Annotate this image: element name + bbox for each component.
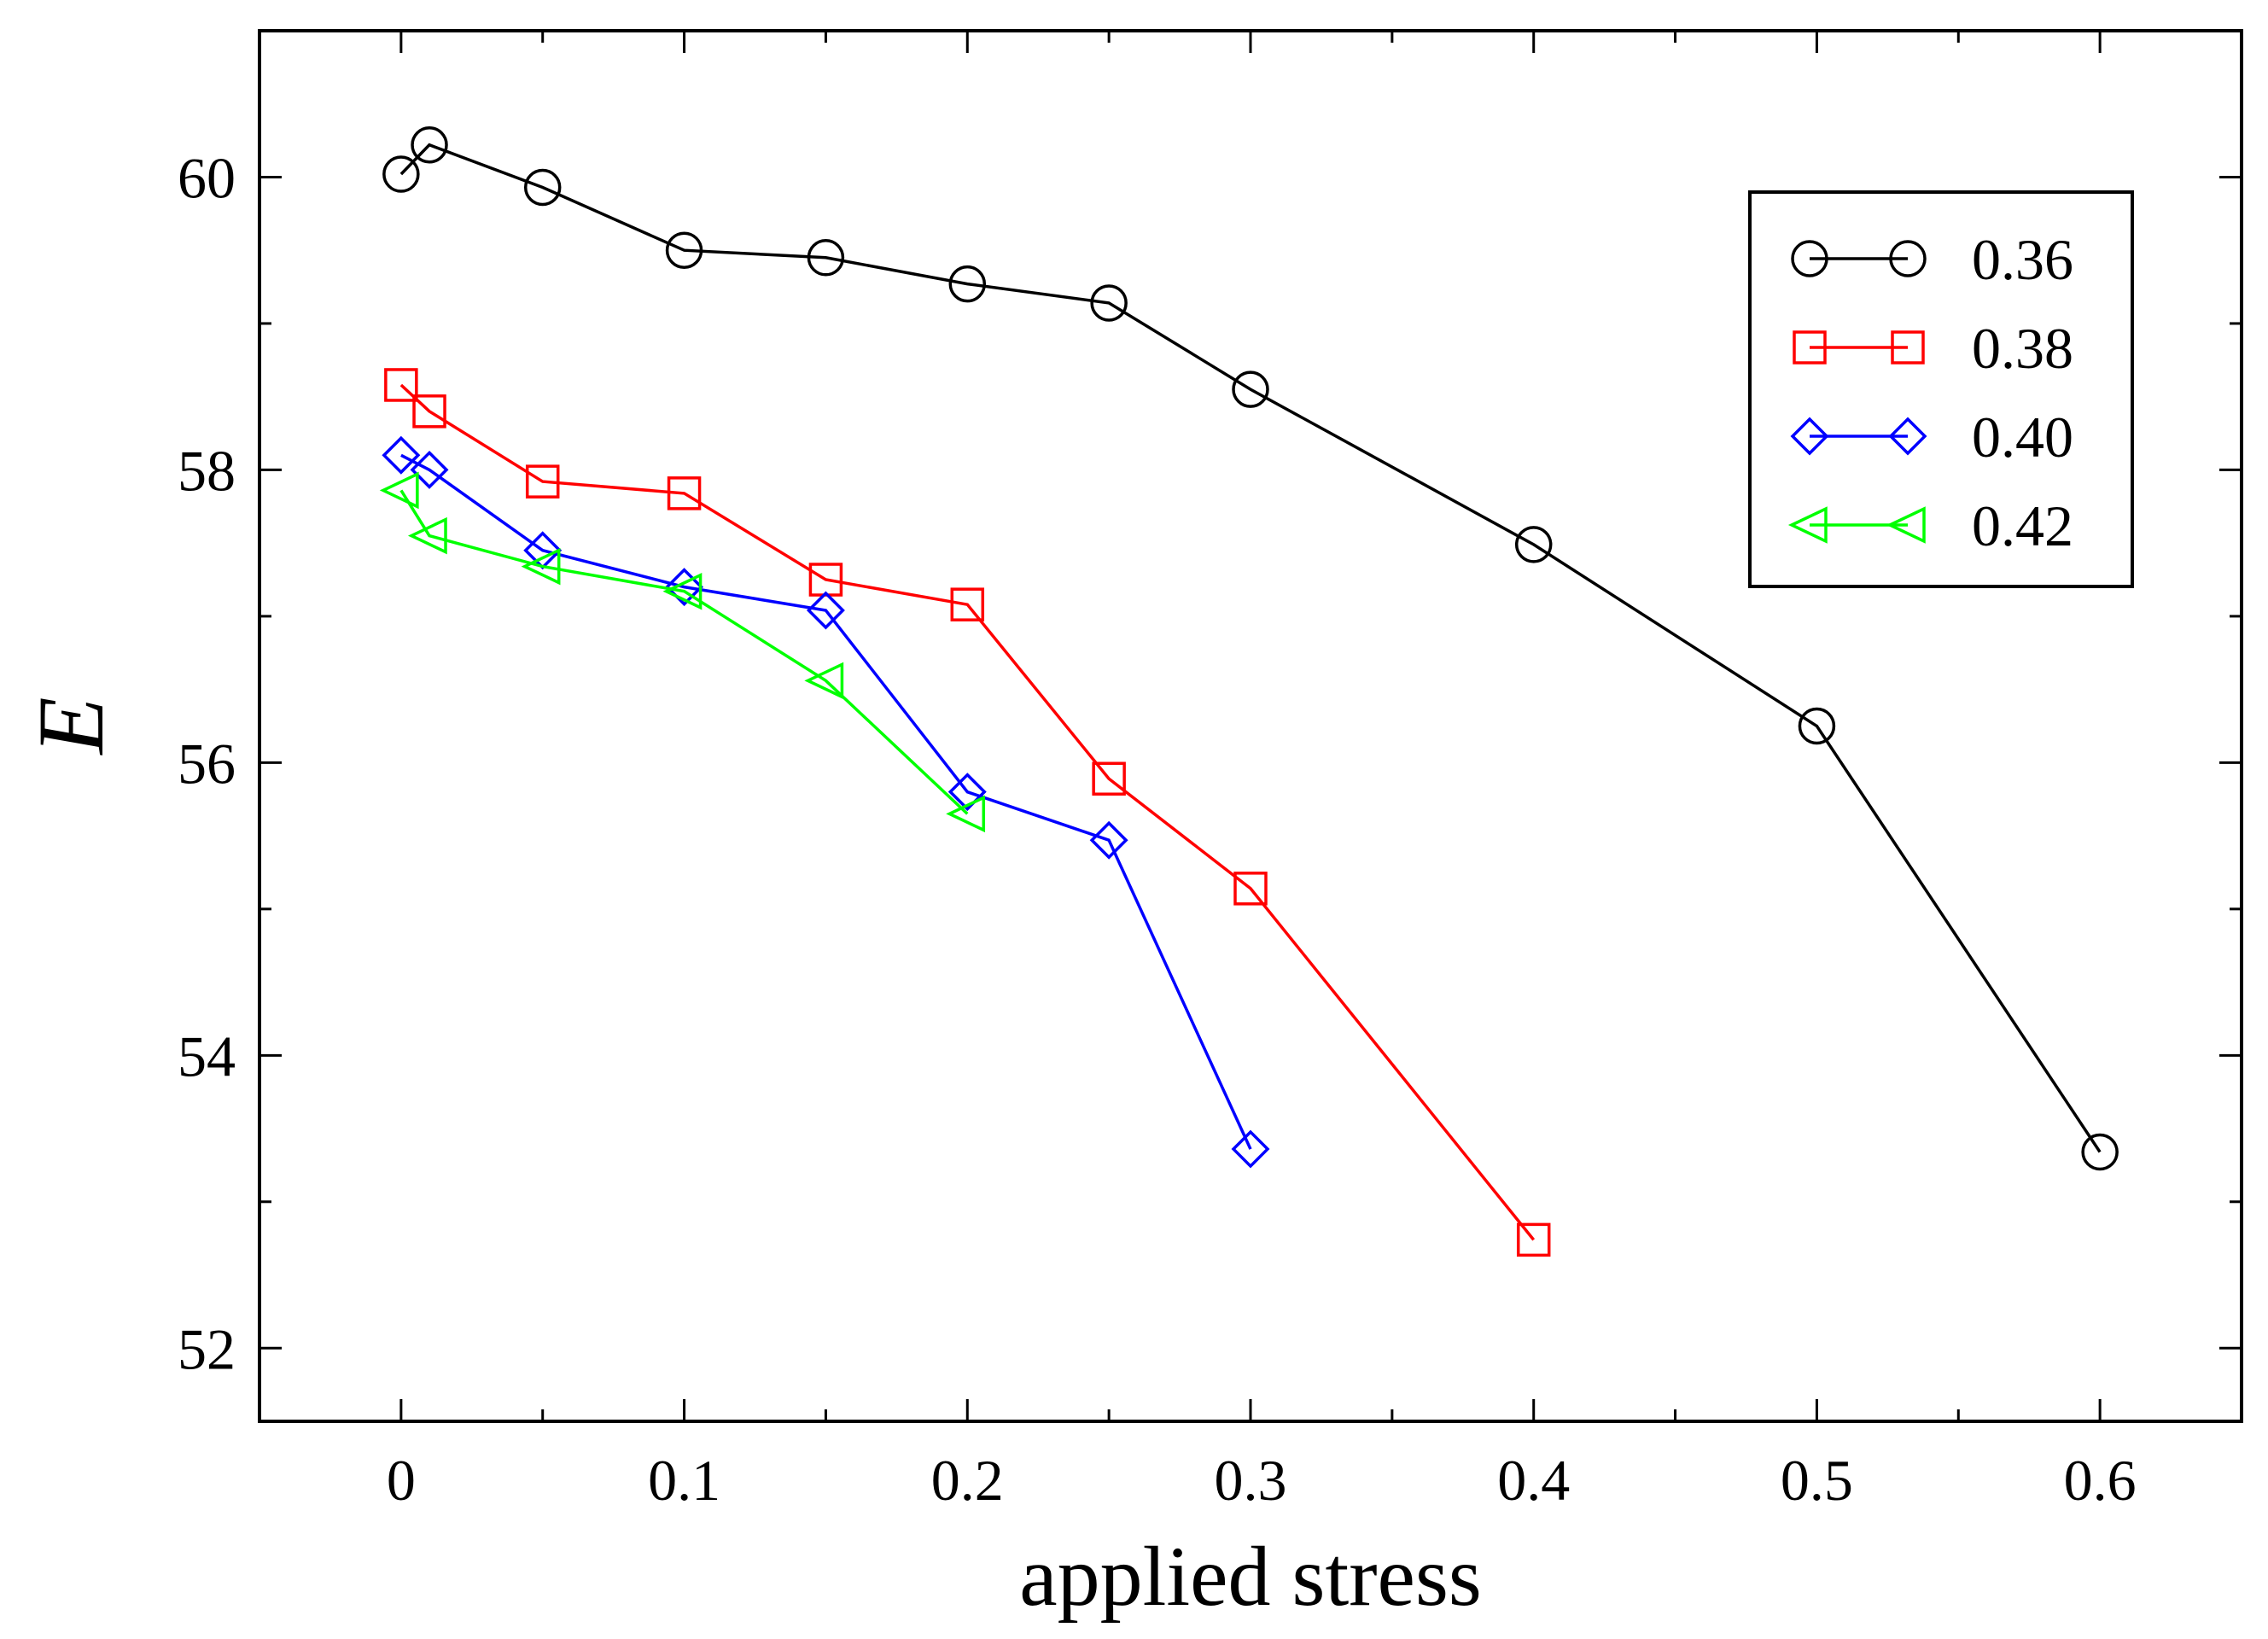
legend-marker — [1888, 417, 1927, 456]
data-point — [410, 450, 449, 489]
legend-marker — [1889, 240, 1927, 277]
data-point — [523, 168, 562, 207]
data-point — [665, 231, 703, 269]
data-point — [1090, 284, 1128, 322]
data-point — [806, 591, 845, 630]
data-point — [2081, 1133, 2119, 1171]
data-point — [407, 516, 447, 555]
x-tick-label: 0.2 — [931, 1448, 1004, 1513]
series-line — [399, 489, 969, 815]
axis-ticks: 0 0.1 0.2 0.3 0.4 0.5 0.6 52 54 56 58 60 — [178, 31, 2242, 1513]
legend-marker — [1891, 330, 1925, 365]
data-point — [382, 155, 420, 193]
data-point — [1233, 872, 1268, 906]
x-tick-label: 0.1 — [648, 1448, 720, 1513]
data-point — [382, 435, 421, 475]
legend-entry: 0.42 — [1787, 493, 2073, 558]
data-point — [1089, 820, 1128, 860]
y-tick-label: 52 — [178, 1316, 236, 1381]
legend-label: 0.40 — [1972, 405, 2073, 470]
x-tick-label: 0 — [387, 1448, 416, 1513]
legend-box — [1748, 190, 2134, 588]
data-series — [379, 125, 2119, 1257]
series-0-36 — [382, 125, 2119, 1171]
x-tick-label: 0.4 — [1497, 1448, 1570, 1513]
data-point — [1231, 1129, 1270, 1169]
data-point — [412, 394, 446, 429]
data-point — [662, 572, 703, 610]
data-point — [1092, 761, 1126, 796]
data-point — [1514, 526, 1553, 563]
data-point — [948, 265, 987, 303]
data-point — [665, 568, 704, 607]
series-0-40 — [382, 435, 1270, 1169]
series-line — [400, 453, 1252, 1150]
data-point — [525, 464, 560, 499]
legend-marker — [1787, 506, 1828, 544]
data-point — [667, 476, 702, 510]
legend-entry: 0.40 — [1790, 405, 2073, 470]
legend-marker — [1790, 417, 1829, 456]
data-point — [804, 662, 844, 700]
y-axis-label: E — [19, 697, 123, 755]
data-point — [950, 587, 985, 621]
data-point — [1232, 370, 1269, 408]
legend-label: 0.38 — [1972, 316, 2073, 381]
y-tick-label: 56 — [178, 731, 236, 796]
y-tick-label: 54 — [178, 1024, 236, 1088]
data-point — [411, 125, 448, 164]
series-line — [399, 143, 2102, 1153]
x-tick-label: 0.6 — [2064, 1448, 2137, 1513]
data-point — [947, 773, 987, 812]
data-point — [521, 547, 561, 586]
data-point — [384, 368, 418, 402]
legend: 0.36 0.38 0.40 0.42 — [1748, 190, 2134, 588]
legend-label: 0.36 — [1972, 227, 2073, 292]
data-point — [1798, 707, 1836, 745]
legend-marker — [1793, 330, 1827, 365]
data-point — [807, 239, 845, 277]
series-line — [399, 383, 1536, 1241]
y-tick-label: 60 — [178, 145, 236, 210]
legend-entry: 0.38 — [1793, 316, 2073, 381]
y-tick-label: 58 — [178, 438, 236, 503]
data-point — [1516, 1222, 1551, 1257]
x-axis-label: applied stress — [1019, 1529, 1482, 1624]
legend-label: 0.42 — [1972, 493, 2073, 558]
x-tick-label: 0.5 — [1781, 1448, 1853, 1513]
x-tick-label: 0.3 — [1215, 1448, 1287, 1513]
data-point — [379, 471, 419, 510]
data-point — [946, 795, 986, 833]
series-0-42 — [379, 471, 986, 833]
legend-marker — [1886, 506, 1926, 544]
legend-entry: 0.36 — [1791, 227, 2073, 292]
legend-marker — [1791, 240, 1828, 277]
